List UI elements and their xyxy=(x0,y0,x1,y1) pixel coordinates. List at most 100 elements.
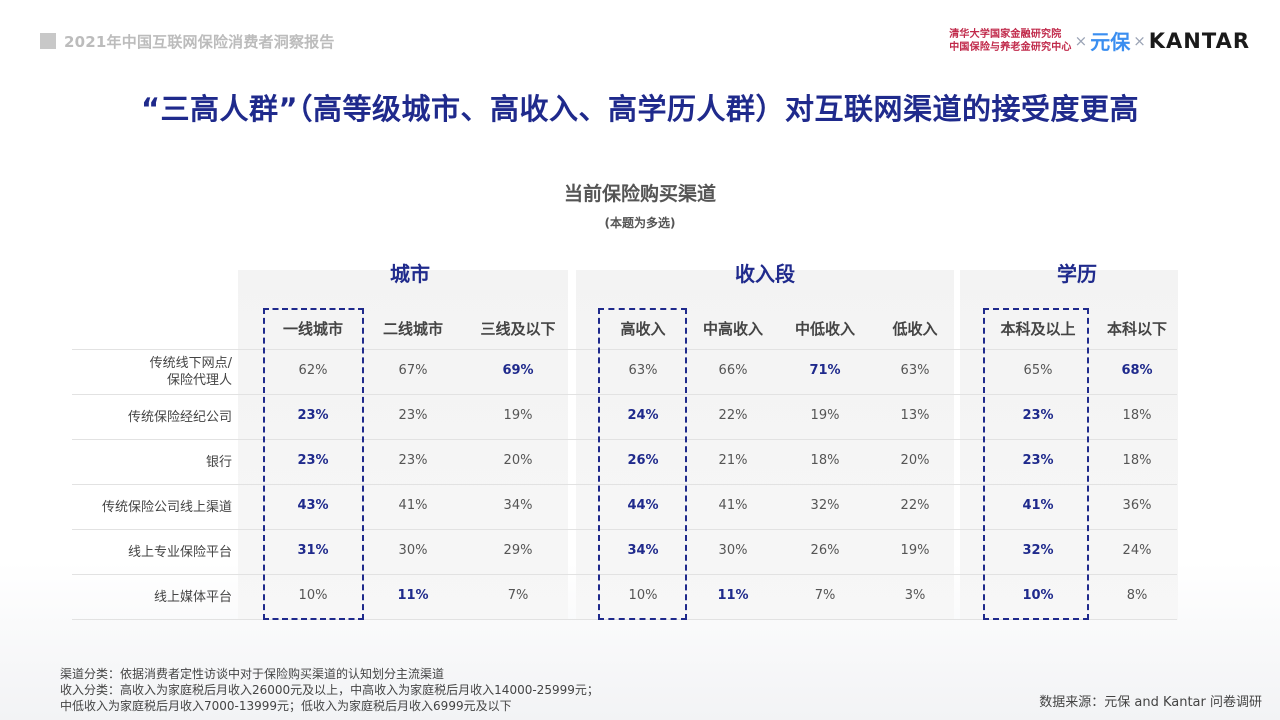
table-cell: 10% xyxy=(1022,588,1054,603)
table-cell: 7% xyxy=(507,588,529,603)
row-divider xyxy=(72,574,1177,575)
group-title: 城市 xyxy=(390,262,430,286)
table-cell: 8% xyxy=(1126,588,1148,603)
column-header: 一线城市 xyxy=(282,320,343,338)
table-cell: 19% xyxy=(503,408,533,423)
row-label: 线上专业保险平台 xyxy=(127,544,232,560)
highlight-box xyxy=(263,308,364,620)
table-cell: 23% xyxy=(1022,408,1054,423)
table-cell: 66% xyxy=(718,363,748,378)
table-cell: 23% xyxy=(1022,453,1054,468)
group-background xyxy=(576,270,954,620)
group-title: 学历 xyxy=(1057,262,1097,286)
page-title: “三高人群”（高等级城市、高收入、高学历人群）对互联网渠道的接受度更高 xyxy=(140,92,1140,126)
report-square-icon xyxy=(40,33,56,49)
row-divider xyxy=(72,529,1177,530)
table-cell: 26% xyxy=(627,453,659,468)
report-title: 2021年中国互联网保险消费者洞察报告 xyxy=(64,33,335,51)
row-divider xyxy=(72,484,1177,485)
tsinghua-logo-line2: 中国保险与养老金研究中心 xyxy=(949,41,1072,53)
footnote-income-2: 中低收入为家庭税后月收入7000-13999元；低收入为家庭税后月收入6999元… xyxy=(60,699,512,713)
table-cell: 41% xyxy=(1022,498,1054,513)
table-cell: 11% xyxy=(717,588,749,603)
data-source: 数据来源：元保 and Kantar 问卷调研 xyxy=(1039,695,1262,710)
highlight-box xyxy=(598,308,687,620)
footnotes: 渠道分类：依据消费者定性访谈中对于保险购买渠道的认知划分主流渠道 收入分类：高收… xyxy=(60,666,599,714)
row-label: 银行 xyxy=(205,454,232,470)
row-divider xyxy=(72,349,1177,350)
table-cell: 20% xyxy=(503,453,533,468)
kantar-logo: KANTAR xyxy=(1148,28,1250,53)
column-header: 二线城市 xyxy=(382,320,443,338)
table-cell: 7% xyxy=(814,588,836,603)
table-cell: 26% xyxy=(810,543,840,558)
column-header: 高收入 xyxy=(620,320,666,338)
column-header: 三线及以下 xyxy=(480,320,556,338)
chart-title: 当前保险购买渠道 xyxy=(563,183,716,205)
table-cell: 19% xyxy=(810,408,840,423)
column-header: 中高收入 xyxy=(702,320,763,338)
table-cell: 23% xyxy=(398,408,428,423)
highlight-box xyxy=(983,308,1089,620)
table-cell: 30% xyxy=(718,543,748,558)
table-cell: 31% xyxy=(297,543,329,558)
table-cell: 30% xyxy=(398,543,428,558)
logo-separator: × xyxy=(1133,31,1146,50)
row-label: 传统保险公司线上渠道 xyxy=(101,499,232,515)
table-cell: 22% xyxy=(900,498,930,513)
table-cell: 23% xyxy=(398,453,428,468)
table-cell: 18% xyxy=(810,453,840,468)
table-cell: 36% xyxy=(1122,498,1152,513)
table-cell: 44% xyxy=(627,498,659,513)
group-title: 收入段 xyxy=(735,262,795,286)
tsinghua-logo: 清华大学国家金融研究院 中国保险与养老金研究中心 xyxy=(949,28,1071,54)
table-cell: 18% xyxy=(1122,453,1152,468)
table-cell: 3% xyxy=(904,588,926,603)
table-cell: 13% xyxy=(900,408,930,423)
table-cell: 65% xyxy=(1023,363,1053,378)
table-cell: 41% xyxy=(398,498,428,513)
table-cell: 69% xyxy=(502,363,534,378)
yuanbao-logo: 元保 xyxy=(1090,30,1131,54)
row-label: 传统线下网点/ 保险代理人 xyxy=(149,356,232,388)
table-cell: 43% xyxy=(297,498,329,513)
table-cell: 34% xyxy=(627,543,659,558)
table-cell: 67% xyxy=(398,363,428,378)
table-cell: 10% xyxy=(628,588,658,603)
footnote-channel: 渠道分类：依据消费者定性访谈中对于保险购买渠道的认知划分主流渠道 xyxy=(60,667,445,681)
table-cell: 20% xyxy=(900,453,930,468)
table-cell: 19% xyxy=(900,543,930,558)
partner-logos: 清华大学国家金融研究院 中国保险与养老金研究中心 × 元保 × KANTAR xyxy=(949,26,1250,55)
table-cell: 10% xyxy=(298,588,328,603)
table-cell: 68% xyxy=(1121,363,1153,378)
table-cell: 24% xyxy=(1122,543,1152,558)
column-header: 本科以下 xyxy=(1106,320,1167,338)
table-cell: 23% xyxy=(297,453,329,468)
table-cell: 41% xyxy=(718,498,748,513)
table-cell: 32% xyxy=(1022,543,1054,558)
chart-subtitle: (本题为多选) xyxy=(604,216,676,230)
table-cell: 63% xyxy=(628,363,658,378)
table-cell: 23% xyxy=(297,408,329,423)
row-label: 线上媒体平台 xyxy=(153,589,232,605)
table-cell: 21% xyxy=(718,453,748,468)
column-header: 中低收入 xyxy=(794,320,855,338)
column-header: 低收入 xyxy=(892,320,938,338)
group-background xyxy=(238,270,568,620)
table-cell: 11% xyxy=(397,588,429,603)
column-header: 本科及以上 xyxy=(1000,320,1076,338)
footnote-income-1: 收入分类：高收入为家庭税后月收入26000元及以上，中高收入为家庭税后月收入14… xyxy=(60,683,599,697)
table-cell: 22% xyxy=(718,408,748,423)
row-label: 传统保险经纪公司 xyxy=(127,409,232,425)
row-divider xyxy=(72,439,1177,440)
table-cell: 32% xyxy=(810,498,840,513)
table-cell: 62% xyxy=(298,363,328,378)
table-cell: 24% xyxy=(627,408,659,423)
table-cell: 71% xyxy=(809,363,841,378)
logo-separator: × xyxy=(1074,31,1088,50)
table-cell: 18% xyxy=(1122,408,1152,423)
table-cell: 34% xyxy=(503,498,533,513)
table-cell: 63% xyxy=(900,363,930,378)
tsinghua-logo-line1: 清华大学国家金融研究院 xyxy=(949,28,1062,40)
group-background xyxy=(960,270,1178,620)
